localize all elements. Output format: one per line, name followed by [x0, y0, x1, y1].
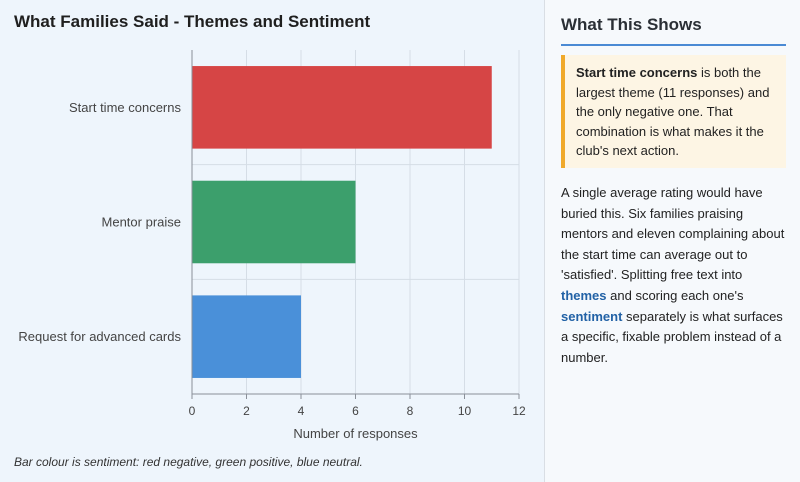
bar-chart: Start time concerns Mentor praise Request … [18, 50, 526, 441]
explanation-part-3: separately is what surfaces a specific, … [561, 308, 783, 365]
y-tick-label: Mentor praise [102, 215, 181, 230]
chart-panel: What Families Said - Themes and Sentimen… [14, 12, 526, 469]
callout-text: is both the largest theme (11 responses)… [576, 65, 770, 159]
bar-start-time-concerns [192, 66, 492, 149]
x-tick-label: 8 [407, 404, 414, 418]
x-tick-label: 6 [352, 404, 359, 418]
x-tick-label: 4 [298, 404, 305, 418]
bar-request-for-advanced-cards [192, 295, 301, 378]
bar-mentor-praise [192, 180, 356, 264]
term-sentiment: sentiment [561, 308, 623, 324]
explanation-text: A single average rating would have burie… [561, 183, 791, 368]
side-title: What This Shows [561, 15, 786, 46]
y-tick-label: Request for advanced cards [18, 329, 181, 344]
term-themes: themes [561, 287, 607, 303]
x-tick-label: 0 [189, 404, 196, 418]
callout-strong: Start time concerns [576, 65, 698, 80]
explanation-panel: What This Shows Start time concerns is b… [544, 0, 800, 482]
x-axis-label: Number of responses [293, 426, 418, 441]
x-tick-label: 12 [512, 404, 526, 418]
x-tick-label: 10 [458, 404, 472, 418]
chart-note: Bar colour is sentiment: red negative, g… [14, 455, 363, 469]
x-tick-label: 2 [243, 404, 250, 418]
explanation-part-2: and scoring each one's [606, 287, 744, 303]
chart-title: What Families Said - Themes and Sentimen… [14, 12, 371, 31]
callout-box: Start time concerns is both the largest … [561, 55, 786, 168]
y-tick-label: Start time concerns [69, 100, 181, 115]
explanation-part-1: A single average rating would have burie… [561, 185, 785, 283]
